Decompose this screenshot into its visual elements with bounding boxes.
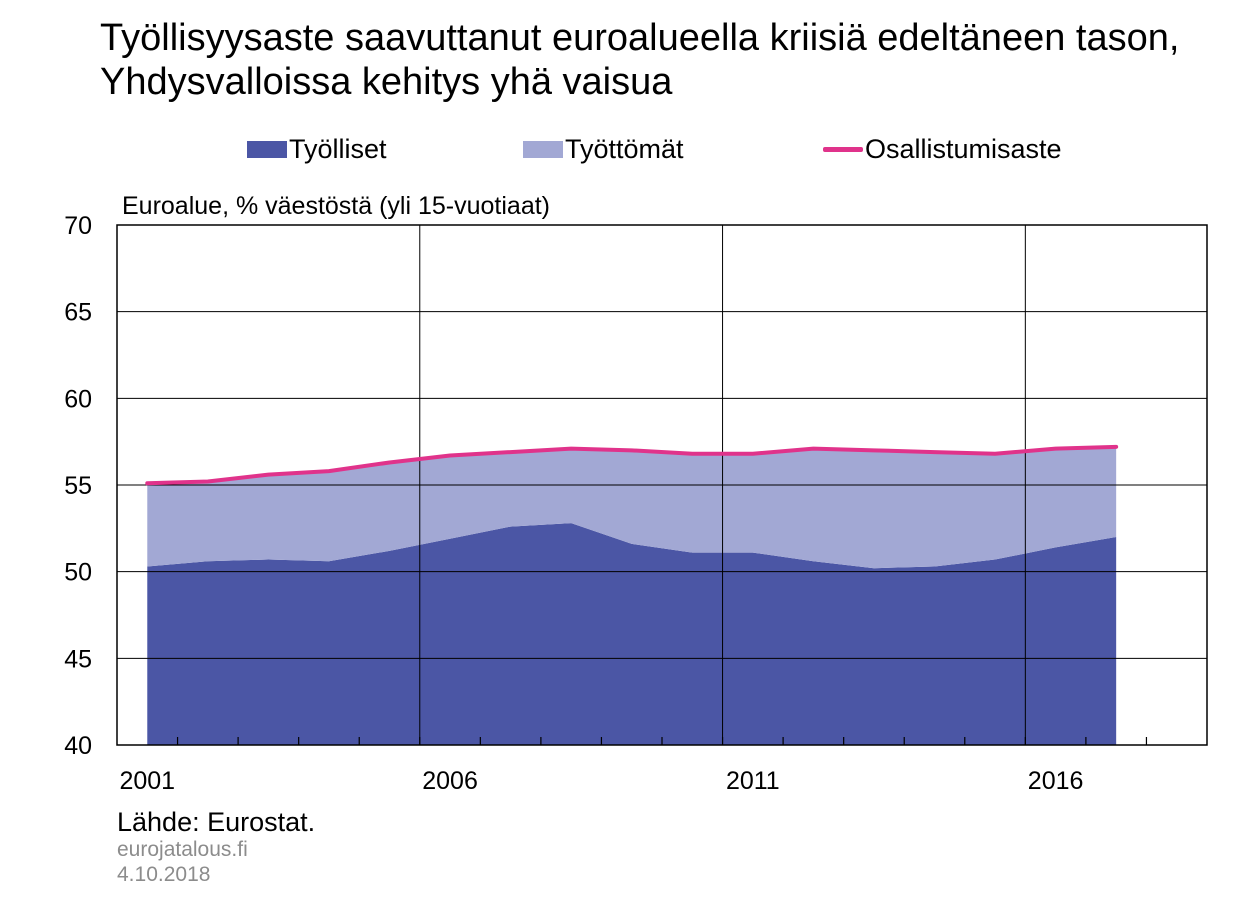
legend-item-participation: Osallistumisaste: [823, 132, 1062, 166]
legend-swatch-employed: [247, 140, 287, 158]
y-axis-label: Euroalue, % väestöstä (yli 15-vuotiaat): [122, 192, 550, 220]
legend-item-employed: Työlliset: [247, 132, 387, 166]
x-tick-label: 2006: [422, 767, 478, 795]
line-participation: [145, 444, 1119, 486]
area-employed: [147, 523, 1117, 745]
y-tick-label: 70: [64, 212, 92, 240]
area-unemployed: [147, 446, 1117, 569]
y-tick-label: 50: [64, 559, 92, 587]
site-name: eurojatalous.fi: [117, 838, 248, 861]
legend-swatch-participation: [823, 146, 863, 152]
y-tick-label: 55: [64, 472, 92, 500]
x-tick-label: 2001: [119, 767, 175, 795]
x-tick-label: 2016: [1028, 767, 1084, 795]
publish-date: 4.10.2018: [117, 863, 211, 886]
x-tick-label: 2011: [726, 767, 780, 795]
legend-item-unemployed: Työttömät: [523, 132, 684, 166]
y-tick-label: 65: [64, 299, 92, 327]
chart-title: Työllisyysaste saavuttanut euroalueella …: [100, 17, 1180, 103]
chart-legend: Työlliset Työttömät Osallistumisaste: [0, 132, 1247, 168]
legend-swatch-unemployed: [523, 140, 563, 158]
y-tick-label: 45: [64, 645, 92, 673]
y-tick-label: 40: [64, 732, 92, 760]
legend-label-employed: Työlliset: [289, 134, 387, 164]
y-tick-label: 60: [64, 385, 92, 413]
legend-label-participation: Osallistumisaste: [865, 134, 1062, 164]
source-note: Lähde: Eurostat.: [117, 807, 316, 837]
legend-label-unemployed: Työttömät: [565, 134, 684, 164]
